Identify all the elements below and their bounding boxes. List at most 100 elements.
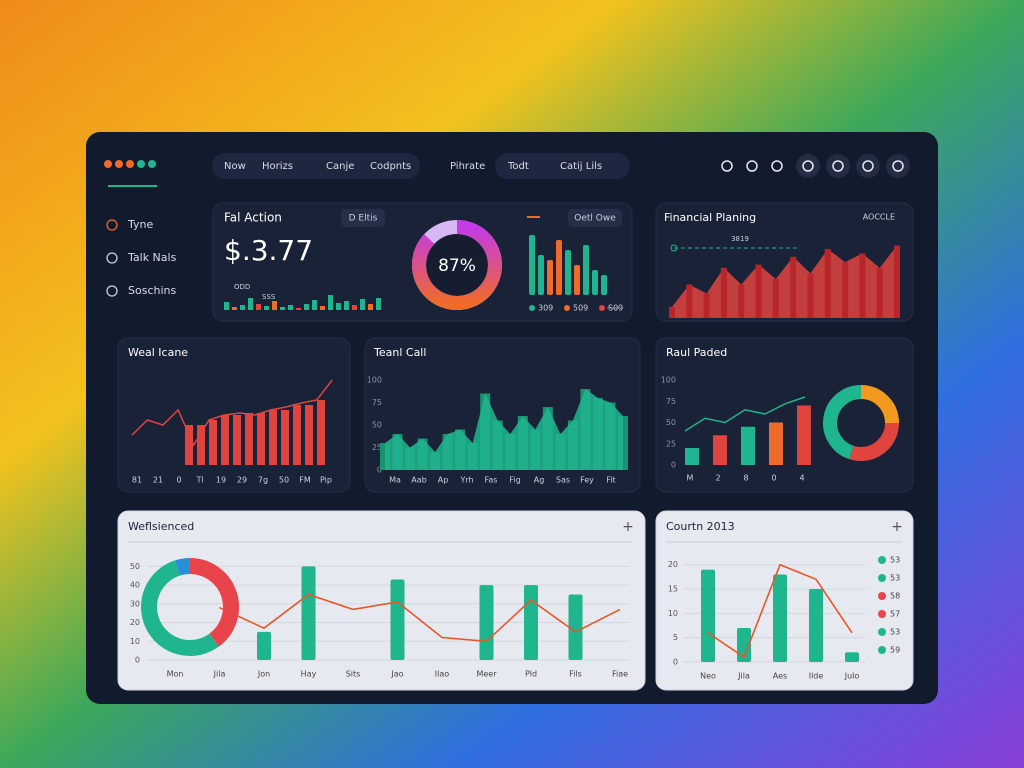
legend-dot [878,628,886,636]
bar [876,267,883,318]
panel-title: Raul Paded [666,346,727,359]
window-dot [104,160,112,168]
x-tick-label: Pld [525,670,537,679]
mini-bar [264,306,269,310]
panel-title: Courtn 2013 [666,520,735,533]
legend-label: 53 [890,628,900,637]
bar [703,293,710,318]
bar [538,255,544,295]
nav-tab[interactable]: Now [224,161,246,172]
bar [669,306,675,318]
bar [859,253,866,318]
icon-button[interactable] [832,160,844,172]
x-tick-label: Jila [213,670,226,679]
bar [741,426,755,465]
panel-title: Fal Action [224,211,282,225]
add-button[interactable]: + [891,519,903,535]
bar [257,413,265,465]
icon-button[interactable] [771,160,783,172]
window-dot [126,160,134,168]
y-tick-label: 20 [130,618,140,627]
badge-bg [568,209,622,227]
x-tick-label: 81 [132,476,142,485]
x-tick-label: 19 [216,476,226,485]
bar [737,627,751,662]
x-tick-label: 50 [279,476,289,485]
bar [842,262,849,318]
y-tick-label: 40 [130,581,140,590]
nav-tab[interactable]: Canje [326,161,354,172]
nav-tab[interactable]: Codpnts [370,161,411,172]
x-tick-label: 0 [771,474,776,483]
y-tick-label: 0 [135,656,140,665]
y-tick-label: 15 [668,585,678,594]
area [385,389,623,470]
bar [197,425,205,465]
legend-dot [878,556,886,564]
mini-label: SSS [262,293,276,301]
mini-bar [256,304,261,310]
x-tick-label: 4 [799,474,804,483]
sidebar-item[interactable]: Tyne [127,218,153,231]
x-tick-label: 2 [715,474,720,483]
icon-button[interactable] [746,160,758,172]
bar [556,240,562,295]
gauge-arc [412,220,502,310]
panel [655,337,914,493]
legend-dot [878,592,886,600]
y-tick-label: 30 [130,599,140,608]
panel-title: Weal Icane [128,346,188,359]
bar [845,652,859,662]
panel-link[interactable]: AOCCLE [863,213,895,222]
gauge-hole [427,235,487,295]
x-tick-label: Ag [534,476,545,485]
nav-tab[interactable]: Horizs [262,161,293,172]
bar [574,265,580,295]
bar [269,410,277,465]
mini-bar [232,307,237,310]
gauge-label: 87% [438,256,476,276]
mini-bar [304,304,309,310]
window-dot [137,160,145,168]
bar [824,248,831,318]
icon-button[interactable] [862,160,874,172]
x-tick-label: Fas [485,476,498,485]
bar [245,413,253,465]
bar [317,400,325,465]
legend-label: 509 [573,304,588,313]
window-dot [148,160,156,168]
accent-dash [527,216,540,218]
y-tick-label: 75 [666,397,676,406]
icon-button[interactable] [892,160,904,172]
sidebar-item[interactable]: Soschins [128,284,176,297]
bar [233,415,241,465]
panel-title: Financial Planing [664,211,756,224]
legend-label: 57 [890,610,900,619]
mini-bar [360,299,365,310]
bar [479,585,494,660]
icon-button[interactable] [802,160,814,172]
x-tick-label: Fey [580,476,594,485]
bar [601,275,607,295]
x-tick-label: FM [299,476,311,485]
x-tick-label: Sas [556,476,570,485]
legend-dot [529,305,535,311]
y-tick-label: 25 [372,443,382,452]
nav-tab[interactable]: Todt [507,161,529,172]
nav-tab[interactable]: Catij Lils [560,161,602,172]
icon-button[interactable] [721,160,733,172]
bar [529,235,535,295]
add-button[interactable]: + [622,519,634,535]
nav-tab[interactable]: Pihrate [450,161,485,172]
legend-dot [878,610,886,618]
area [672,245,897,318]
bar [568,594,583,660]
mini-label: ODD [234,283,250,291]
bar [686,284,693,318]
sidebar-item[interactable]: Talk Nals [127,251,177,264]
bar [293,405,301,465]
donut-segment [849,422,899,461]
bar [592,270,598,295]
y-tick-label: 50 [666,418,676,427]
